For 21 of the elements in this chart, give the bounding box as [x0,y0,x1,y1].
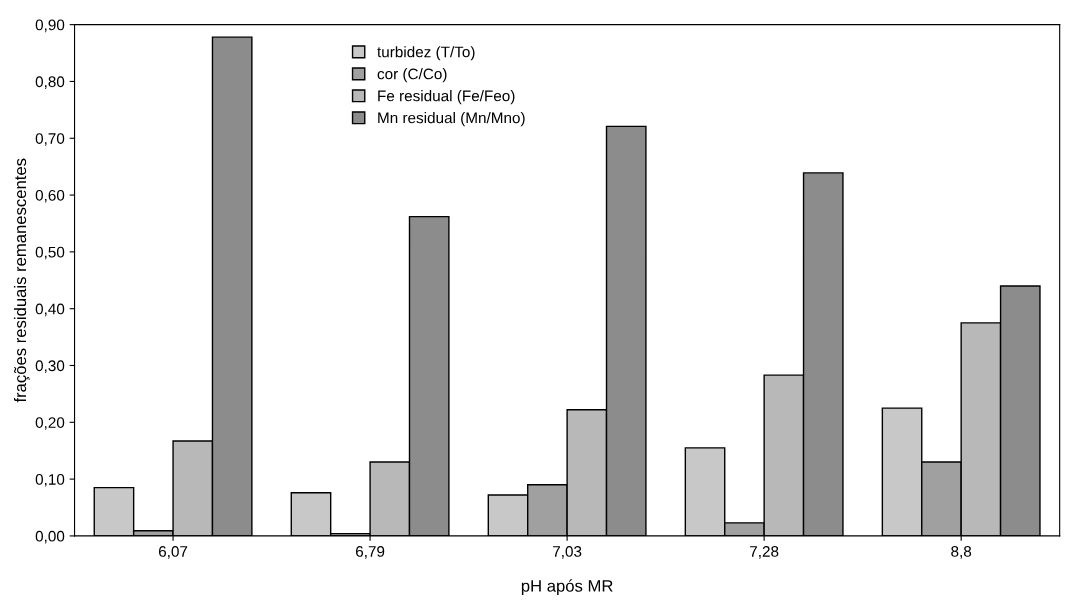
legend-label: turbidez (T/To) [377,46,475,61]
legend-label: Mn residual (Mn/Mno) [378,112,525,127]
y-axis-title: frações residuais remanescentes [13,158,30,403]
y-tick-label: 0,10 [35,473,65,487]
y-tick-label: 0,40 [35,303,65,317]
x-tick-label: 6,07 [158,546,188,559]
x-axis-title: pH após MR [521,579,613,596]
x-tick-label: 7,03 [553,546,582,559]
y-tick-label: 0,20 [35,417,65,430]
y-tick-label: 0,90 [35,19,65,33]
legend-label: cor (C/Co) [377,68,447,83]
legend-label: Fe residual (Fe/Feo) [378,90,515,105]
y-tick-label: 0,60 [35,189,65,203]
x-tick-label: 7,28 [750,546,779,559]
y-tick-label: 0,80 [35,76,65,89]
y-tick-label: 0,30 [35,360,65,373]
y-tick-label: 0,00 [35,530,65,544]
y-tick-label: 0,70 [35,133,65,146]
x-tick-label: 6,79 [356,546,385,559]
x-tick-label: 8,8 [951,546,972,559]
y-tick-label: 0,50 [35,246,65,260]
